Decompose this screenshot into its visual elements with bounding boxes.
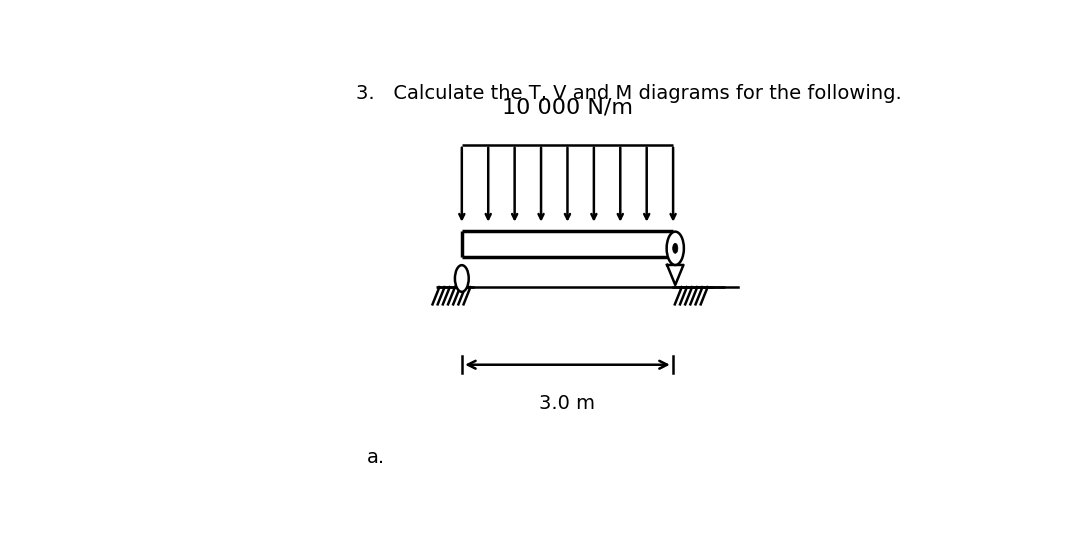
Text: 3.   Calculate the T, V and M diagrams for the following.: 3. Calculate the T, V and M diagrams for… <box>356 85 902 104</box>
Ellipse shape <box>673 243 677 253</box>
Text: a.: a. <box>367 448 385 467</box>
Text: 3.0 m: 3.0 m <box>540 394 595 413</box>
Ellipse shape <box>454 265 469 292</box>
Text: 10 000 N/m: 10 000 N/m <box>502 97 633 118</box>
Ellipse shape <box>667 232 684 265</box>
